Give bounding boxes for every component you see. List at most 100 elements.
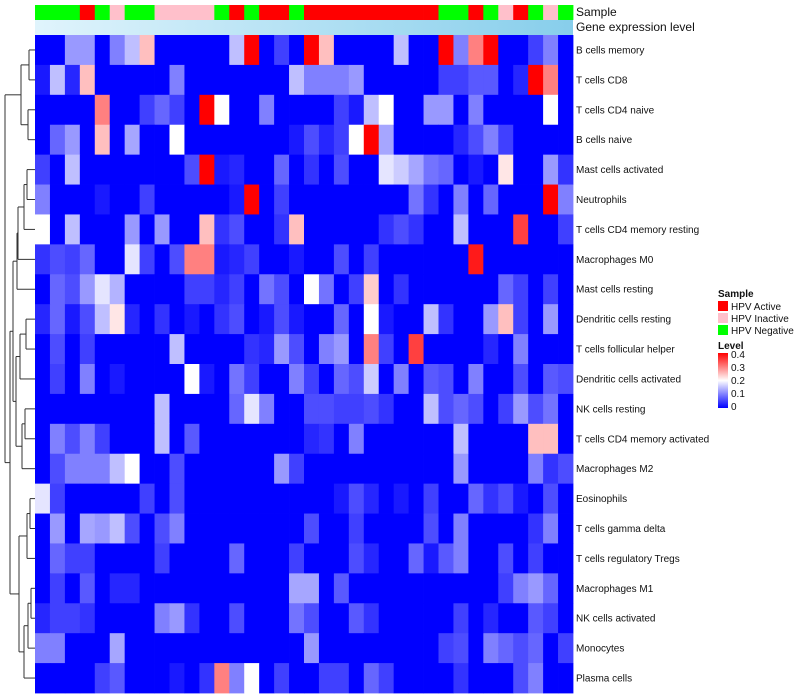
heatmap-cell <box>453 393 469 425</box>
legend-level-tick-0.1: 0.1 <box>731 389 745 400</box>
heatmap-cell <box>214 214 230 245</box>
heatmap-cell <box>244 244 260 275</box>
heatmap-cell <box>304 274 320 305</box>
heatmap-cell <box>49 124 66 156</box>
heatmap-cell <box>363 35 380 66</box>
heatmap-cell <box>49 184 66 215</box>
annotation-label-gene-expression: Gene expression level <box>576 20 695 34</box>
heatmap-cell <box>558 603 574 634</box>
heatmap-cell <box>438 543 454 574</box>
heatmap-cell <box>169 543 185 574</box>
heatmap-cell <box>333 663 350 694</box>
heatmap-cell <box>333 214 350 245</box>
heatmap-cell <box>528 94 544 126</box>
gene-expression-bar <box>35 20 573 35</box>
heatmap-cell <box>49 423 66 455</box>
heatmap-cell <box>468 184 484 215</box>
heatmap-cell <box>438 364 454 395</box>
heatmap-cell <box>348 124 365 156</box>
heatmap-cell <box>184 513 200 544</box>
heatmap-cell <box>274 513 290 544</box>
heatmap-cell <box>543 663 559 694</box>
heatmap-cell <box>94 154 111 185</box>
heatmap-cell <box>318 64 335 96</box>
heatmap-cell <box>348 393 365 425</box>
heatmap-cell <box>109 393 126 425</box>
heatmap-cell <box>408 274 424 305</box>
heatmap-cell <box>318 274 335 305</box>
heatmap-cell <box>35 663 51 694</box>
heatmap-cell <box>453 423 469 455</box>
heatmap-cell <box>363 184 380 215</box>
heatmap-cell <box>378 364 395 395</box>
heatmap-cell <box>274 64 290 96</box>
heatmap-cell <box>483 483 499 514</box>
heatmap-cell <box>304 364 320 395</box>
sample-annotation-cell <box>229 5 245 20</box>
heatmap-cell <box>453 304 469 335</box>
heatmap-cell <box>169 483 185 514</box>
heatmap-cell <box>333 603 350 634</box>
heatmap-cell <box>558 633 574 664</box>
heatmap-cell <box>49 483 66 514</box>
heatmap-cell <box>244 364 260 395</box>
heatmap-cell <box>244 543 260 574</box>
heatmap-cell <box>363 244 380 275</box>
heatmap-cell <box>453 244 469 275</box>
heatmap-cell <box>393 603 410 634</box>
heatmap-cell <box>498 483 514 514</box>
heatmap-cell <box>154 603 170 634</box>
heatmap-cell <box>139 603 155 634</box>
heatmap-cell <box>378 184 395 215</box>
heatmap-cell <box>94 304 111 335</box>
row-label-mast-cells-activated: Mast cells activated <box>576 165 663 176</box>
heatmap-cell <box>289 334 305 365</box>
heatmap-cell <box>94 214 111 245</box>
heatmap-cell <box>483 124 499 156</box>
heatmap-cell <box>229 64 245 96</box>
heatmap-cell <box>169 64 185 96</box>
heatmap-cell <box>498 663 514 694</box>
heatmap-cell <box>468 274 484 305</box>
heatmap-cell <box>259 94 275 126</box>
heatmap-cell <box>169 124 185 156</box>
heatmap-cell <box>423 453 439 485</box>
heatmap-cell <box>318 423 335 455</box>
row-label-t-cells-gamma-delta: T cells gamma delta <box>576 524 666 535</box>
heatmap-cell <box>35 244 51 275</box>
heatmap-cell <box>169 633 185 664</box>
heatmap-cell <box>109 663 126 694</box>
heatmap-cell <box>124 35 141 66</box>
heatmap-cell <box>289 633 305 664</box>
heatmap-cell <box>468 573 484 604</box>
heatmap-cell <box>49 154 66 185</box>
heatmap-cell <box>199 364 215 395</box>
heatmap-cell <box>124 633 141 664</box>
heatmap-cell <box>348 35 365 66</box>
heatmap-cell <box>423 633 439 664</box>
heatmap-cell <box>423 393 439 425</box>
heatmap-cell <box>79 244 96 275</box>
heatmap-cell <box>378 94 395 126</box>
heatmap-cell <box>64 94 81 126</box>
heatmap-cell <box>124 603 141 634</box>
heatmap-cell <box>139 453 155 485</box>
heatmap-cell <box>543 334 559 365</box>
heatmap-cell <box>124 543 141 574</box>
heatmap-cell <box>513 663 529 694</box>
heatmap-cell <box>229 124 245 156</box>
heatmap-cell <box>543 633 559 664</box>
heatmap-cell <box>244 483 260 514</box>
heatmap-cell <box>154 35 170 66</box>
heatmap-cell <box>483 184 499 215</box>
heatmap-cell <box>49 214 66 245</box>
heatmap-cell <box>199 513 215 544</box>
heatmap-cell <box>453 94 469 126</box>
heatmap-cell <box>333 573 350 604</box>
heatmap-cell <box>348 603 365 634</box>
heatmap-cell <box>199 633 215 664</box>
heatmap-cell <box>244 124 260 156</box>
heatmap-cell <box>214 453 230 485</box>
heatmap-cell <box>318 633 335 664</box>
heatmap-cell <box>35 603 51 634</box>
